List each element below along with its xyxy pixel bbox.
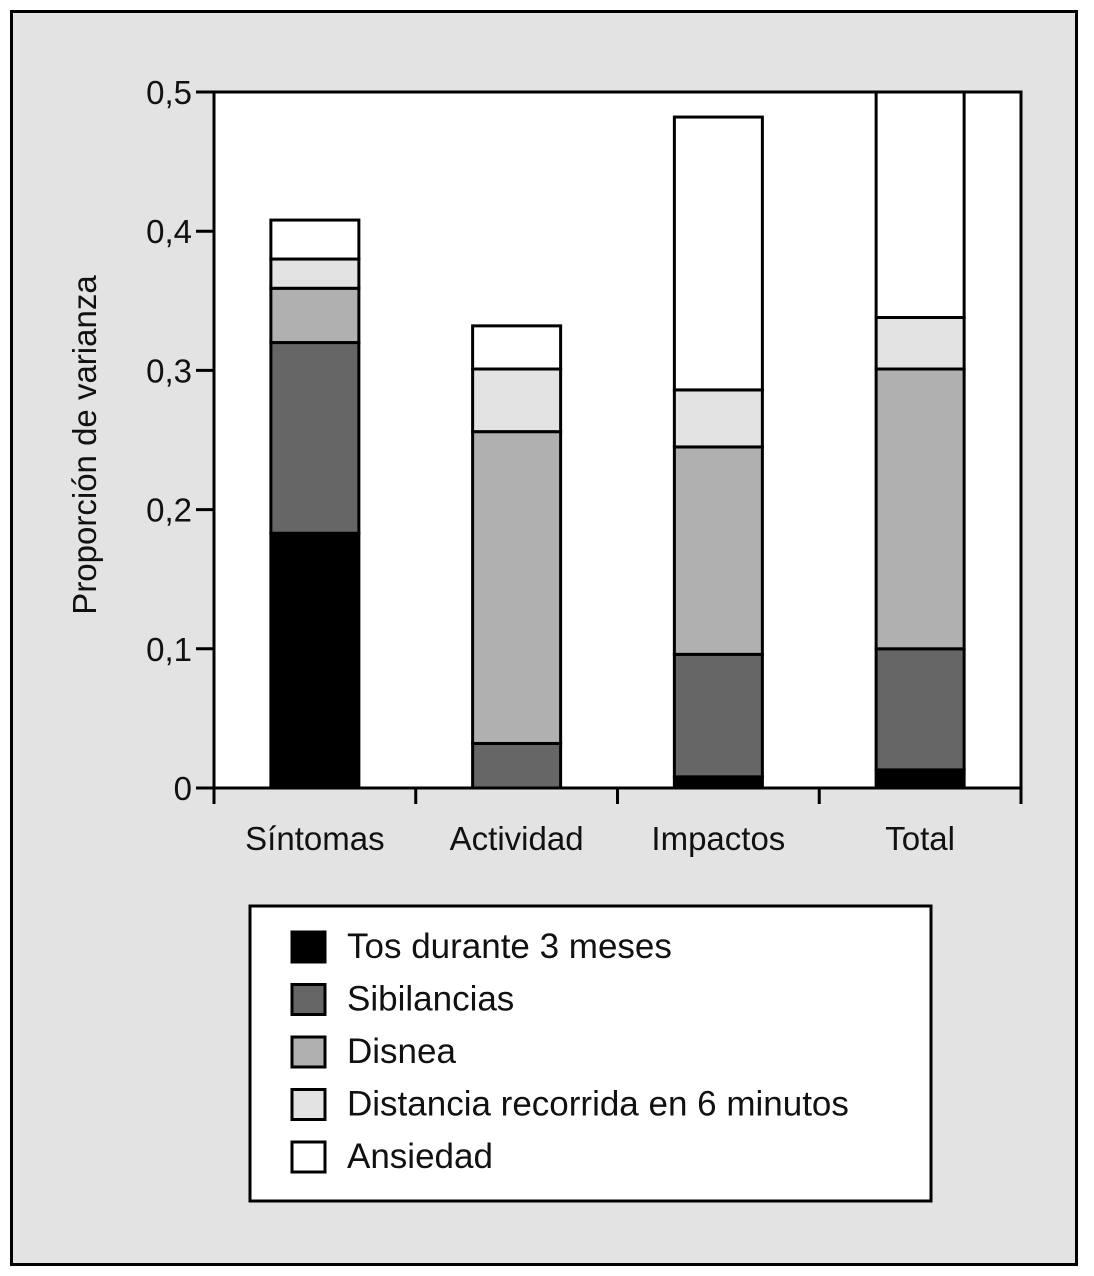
y-tick-label: 0,2 [146, 492, 192, 529]
bar-segment [874, 367, 966, 651]
bar-segment [672, 115, 764, 392]
bar-segment [874, 768, 966, 790]
bar-segment [672, 445, 764, 656]
y-tick-label: 0,5 [146, 74, 192, 111]
bar-segment [672, 775, 764, 790]
bar-segment [672, 388, 764, 449]
bar-segment [471, 324, 563, 371]
legend-swatch [290, 1140, 327, 1174]
y-tick-label: 0,3 [146, 352, 192, 389]
bar-segment [269, 341, 361, 535]
bar-segment [269, 257, 361, 290]
legend-label: Tos durante 3 meses [347, 927, 672, 966]
legend-label: Disnea [347, 1032, 456, 1071]
legend-swatch [290, 1035, 327, 1069]
x-tick-label: Actividad [450, 820, 584, 857]
plot-frame [212, 90, 1023, 788]
legend-swatch [290, 930, 327, 964]
bar-segment [471, 367, 563, 434]
bar-segment [874, 316, 966, 371]
legend-box [248, 904, 933, 1203]
x-tick-label: Total [885, 820, 955, 857]
legend-swatch [290, 983, 327, 1016]
bar-segment [471, 741, 563, 790]
bar-segment [874, 90, 966, 320]
bar-segment [471, 430, 563, 745]
x-tick-label: Síntomas [245, 820, 384, 857]
bar-segment [269, 531, 361, 790]
y-tick-label: 0 [174, 770, 192, 807]
bar-segment [874, 647, 966, 772]
y-axis-label: Proporción de varianza [66, 275, 103, 615]
x-tick-label: Impactos [651, 820, 785, 857]
legend-label: Ansiedad [347, 1137, 493, 1176]
legend-label: Distancia recorrida en 6 minutos [347, 1085, 849, 1124]
bar-segment [269, 218, 361, 261]
y-tick-label: 0,4 [146, 213, 192, 250]
legend-swatch [290, 1088, 327, 1121]
y-tick-label: 0,1 [146, 631, 192, 668]
bar-segment [672, 652, 764, 779]
legend-label: Sibilancias [347, 980, 514, 1019]
bar-segment [269, 286, 361, 345]
